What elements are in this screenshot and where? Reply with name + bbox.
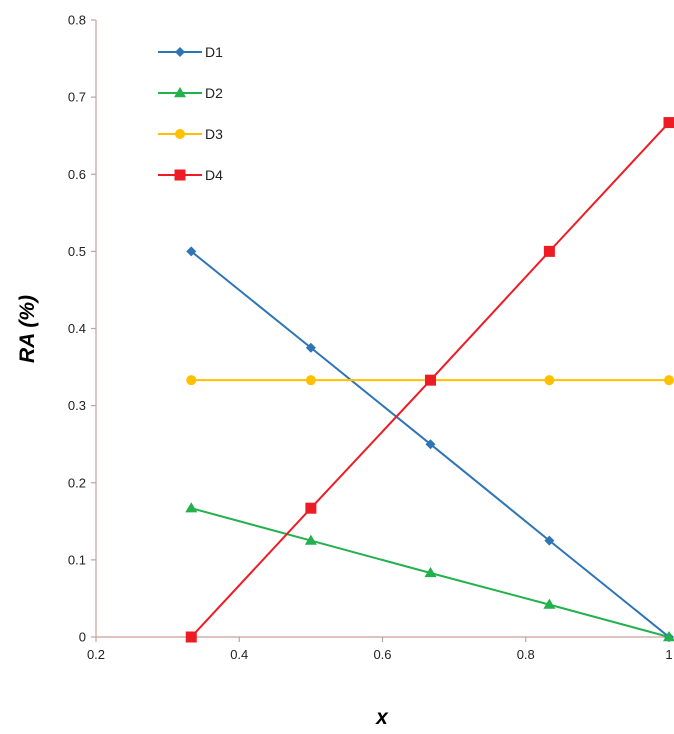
y-tick-label: 0.5	[68, 244, 86, 259]
y-tick-label: 0.8	[68, 13, 86, 28]
data-point-d4	[186, 632, 197, 643]
y-tick-label: 0.7	[68, 90, 86, 105]
x-tick-label: 0.8	[517, 647, 535, 662]
y-tick-label: 0.1	[68, 552, 86, 567]
series-lines	[185, 117, 674, 642]
y-tick-label: 0.4	[68, 321, 86, 336]
x-tick-label: 0.4	[230, 647, 248, 662]
legend-label-d4: D4	[205, 167, 223, 183]
legend-item-d4: D4	[158, 167, 223, 183]
legend: D1 D2 D3 D4	[158, 44, 223, 183]
legend-item-d3: D3	[158, 126, 223, 142]
series-d2	[185, 502, 674, 641]
legend-marker-d4	[175, 170, 186, 181]
legend-label-d2: D2	[205, 85, 223, 101]
y-tick-label: 0.6	[68, 167, 86, 182]
y-axis-title: RA (%)	[16, 295, 39, 363]
x-tick-label: 0.6	[373, 647, 391, 662]
data-point-d3	[664, 375, 674, 385]
legend-label-d1: D1	[205, 44, 223, 60]
y-tick-label: 0	[79, 630, 86, 645]
axes	[91, 20, 669, 642]
data-point-d4	[305, 503, 316, 514]
legend-label-d3: D3	[205, 126, 223, 142]
y-tick-label: 0.2	[68, 475, 86, 490]
tick-labels: 0 0.1 0.2 0.3 0.4 0.5 0.6 0.7 0.8 0.2 0.4 0.6 0.8 1	[68, 13, 673, 663]
data-point-d2	[185, 502, 197, 512]
data-point-d3	[544, 375, 554, 385]
data-point-d3	[186, 375, 196, 385]
x-axis-title: x	[375, 706, 389, 729]
y-tick-label: 0.3	[68, 398, 86, 413]
series-d1	[186, 246, 674, 642]
data-point-d3	[306, 375, 316, 385]
legend-marker-d1	[175, 47, 185, 57]
x-tick-label: 1	[665, 647, 672, 662]
data-point-d4	[544, 246, 555, 257]
legend-marker-d3	[175, 129, 185, 139]
data-point-d4	[425, 375, 436, 386]
data-point-d4	[664, 117, 674, 128]
legend-item-d1: D1	[158, 44, 223, 60]
legend-item-d2: D2	[158, 85, 223, 101]
x-tick-label: 0.2	[87, 647, 105, 662]
